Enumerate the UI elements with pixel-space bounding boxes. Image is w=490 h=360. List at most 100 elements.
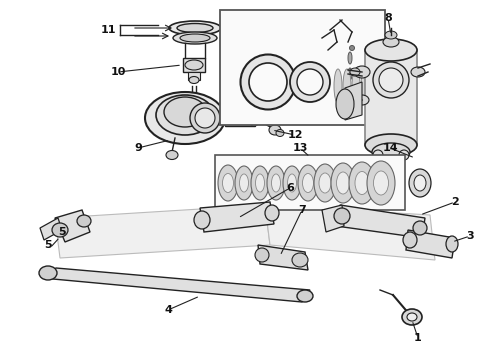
Ellipse shape — [352, 69, 360, 103]
Ellipse shape — [194, 211, 210, 229]
Ellipse shape — [52, 223, 68, 237]
Ellipse shape — [349, 162, 375, 204]
Ellipse shape — [255, 248, 269, 262]
Ellipse shape — [269, 125, 281, 135]
Ellipse shape — [350, 68, 360, 76]
Bar — [365, 50, 417, 145]
Ellipse shape — [348, 68, 352, 80]
Ellipse shape — [334, 208, 350, 224]
Ellipse shape — [177, 23, 213, 32]
Ellipse shape — [349, 45, 354, 50]
Ellipse shape — [379, 69, 387, 103]
Polygon shape — [200, 202, 274, 232]
Text: 8: 8 — [384, 13, 392, 23]
Ellipse shape — [373, 62, 409, 98]
Ellipse shape — [297, 290, 313, 302]
Bar — [188, 72, 200, 80]
Ellipse shape — [343, 69, 351, 103]
Text: 5: 5 — [44, 240, 52, 250]
Bar — [220, 10, 385, 125]
Ellipse shape — [166, 150, 178, 159]
Ellipse shape — [399, 150, 409, 160]
Ellipse shape — [407, 313, 417, 321]
Ellipse shape — [319, 173, 331, 193]
Ellipse shape — [355, 171, 369, 194]
Ellipse shape — [195, 108, 215, 128]
Ellipse shape — [292, 253, 308, 267]
Ellipse shape — [373, 171, 389, 195]
Ellipse shape — [366, 67, 394, 105]
Ellipse shape — [331, 163, 355, 203]
Ellipse shape — [249, 63, 287, 101]
Ellipse shape — [383, 37, 399, 47]
Ellipse shape — [290, 62, 330, 102]
Ellipse shape — [156, 95, 214, 135]
Ellipse shape — [77, 215, 91, 227]
Bar — [215, 155, 405, 210]
Text: 2: 2 — [451, 197, 459, 207]
Ellipse shape — [337, 172, 349, 194]
Ellipse shape — [365, 134, 417, 156]
Text: 4: 4 — [164, 305, 172, 315]
Ellipse shape — [365, 39, 417, 61]
Ellipse shape — [385, 31, 397, 39]
Text: 7: 7 — [298, 205, 306, 215]
Ellipse shape — [189, 77, 199, 84]
Ellipse shape — [373, 150, 383, 160]
Polygon shape — [42, 268, 310, 302]
Ellipse shape — [414, 175, 426, 191]
Ellipse shape — [164, 97, 206, 127]
Ellipse shape — [271, 174, 280, 192]
Ellipse shape — [240, 174, 248, 192]
Text: 13: 13 — [293, 143, 308, 153]
Ellipse shape — [372, 143, 410, 161]
Ellipse shape — [370, 69, 378, 103]
Polygon shape — [265, 205, 435, 260]
Ellipse shape — [367, 161, 395, 205]
Text: 3: 3 — [466, 231, 474, 241]
Ellipse shape — [288, 174, 296, 192]
Ellipse shape — [379, 68, 403, 92]
Ellipse shape — [265, 205, 279, 221]
Polygon shape — [258, 245, 308, 270]
Ellipse shape — [348, 52, 352, 64]
Polygon shape — [336, 205, 425, 238]
Bar — [225, 112, 255, 126]
Ellipse shape — [355, 95, 369, 105]
Ellipse shape — [251, 166, 269, 200]
Text: 6: 6 — [286, 183, 294, 193]
Text: 12: 12 — [287, 130, 303, 140]
Ellipse shape — [190, 103, 220, 133]
Polygon shape — [345, 82, 362, 120]
Polygon shape — [55, 205, 270, 258]
Polygon shape — [322, 205, 344, 232]
Ellipse shape — [218, 165, 238, 201]
Text: 5: 5 — [58, 227, 66, 237]
Ellipse shape — [222, 174, 234, 193]
Ellipse shape — [411, 67, 425, 77]
Text: 9: 9 — [134, 143, 142, 153]
Ellipse shape — [361, 69, 369, 103]
Ellipse shape — [402, 309, 422, 325]
Polygon shape — [406, 230, 455, 258]
Ellipse shape — [267, 166, 285, 200]
Ellipse shape — [354, 66, 370, 78]
Ellipse shape — [336, 89, 354, 119]
Ellipse shape — [241, 54, 295, 109]
Ellipse shape — [255, 174, 265, 192]
Ellipse shape — [298, 165, 318, 201]
Ellipse shape — [169, 21, 221, 35]
Ellipse shape — [302, 174, 314, 193]
Ellipse shape — [409, 169, 431, 197]
Ellipse shape — [413, 221, 427, 235]
Ellipse shape — [276, 130, 284, 136]
Bar — [183, 58, 205, 72]
Ellipse shape — [314, 164, 336, 202]
Ellipse shape — [185, 60, 203, 70]
Polygon shape — [40, 218, 62, 240]
Ellipse shape — [371, 73, 389, 99]
Ellipse shape — [235, 166, 253, 200]
Ellipse shape — [248, 112, 260, 126]
Ellipse shape — [446, 236, 458, 252]
Ellipse shape — [283, 166, 301, 200]
